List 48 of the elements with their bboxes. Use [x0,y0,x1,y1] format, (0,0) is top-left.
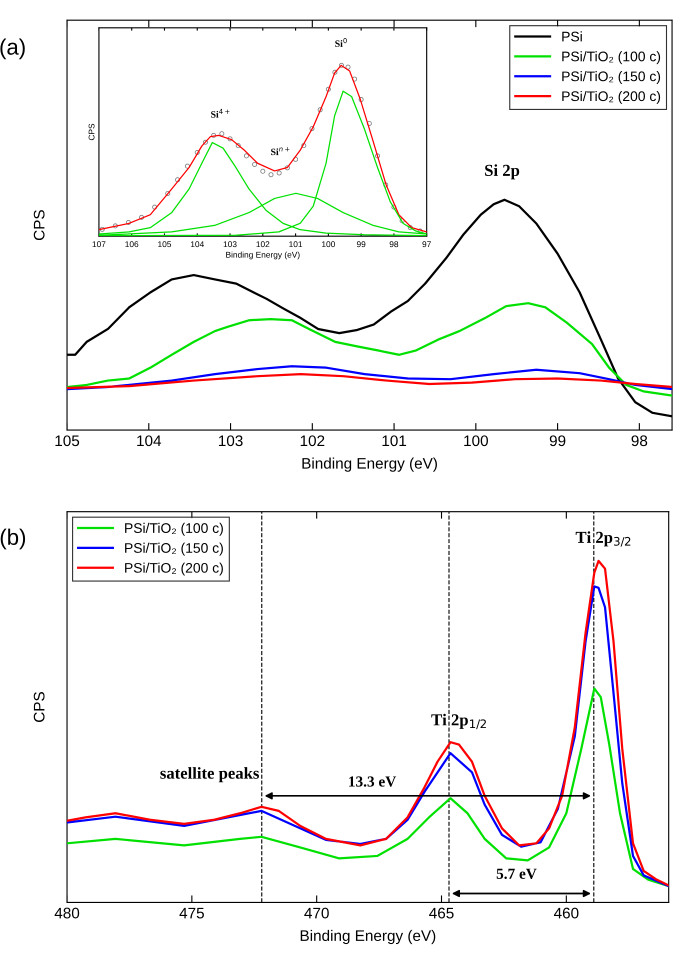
y-axis-title: CPS [88,124,95,140]
x-tick-label: 470 [304,908,329,918]
x-tick-label: 465 [429,908,454,918]
legend-label: PSi/TiO₂ (100 c) [562,51,660,64]
annotation: 13.3 eV [349,776,396,787]
x-tick-label: 99 [550,435,566,446]
x-tick-label: 99 [356,241,366,248]
y-axis-title: CPS [34,692,45,722]
x-tick-label: 105 [158,241,172,248]
x-tick-label: 98 [390,241,398,248]
x-tick-label: 460 [554,908,578,918]
legend-label: PSi/TiO₂ (150 c) [125,542,223,556]
legend-label: PSi/TiO₂ (200 c) [125,562,223,576]
x-tick-label: 103 [218,435,243,446]
y-axis-title: CPS [34,210,45,240]
x-tick-label: 103 [224,241,237,248]
x-tick-label: 104 [137,435,162,446]
text: Si$^{0}$ [335,38,347,47]
annotation: Ti 2p$_{1/2}$ [431,714,486,730]
x-axis-title: Binding Energy (eV) [302,458,437,472]
x-tick-label: 102 [256,241,270,248]
text: (a) [0,38,25,60]
legend-label: PSi [562,31,582,42]
legend-label: PSi/TiO₂ (150 c) [562,71,660,84]
x-tick-label: 101 [382,435,406,446]
x-tick-label: 480 [54,908,80,918]
legend-label: PSi/TiO₂ (100 c) [125,522,223,536]
x-tick-label: 100 [464,435,488,446]
text: Si 2p [485,164,520,180]
x-tick-label: 101 [289,241,302,248]
x-tick-label: 98 [632,435,648,446]
legend-label: PSi/TiO₂ (200 c) [562,90,660,104]
text: Ti 2p$_{3/2}$ [576,531,630,547]
x-tick-label: 107 [92,241,106,248]
annotation: 5.7 eV [496,868,537,879]
x-tick-label: 100 [322,241,335,248]
x-tick-label: 105 [55,435,80,446]
x-tick-label: 97 [422,241,431,248]
x-axis-title: Binding Energy (eV) [226,252,300,260]
text: (b) [0,528,26,550]
x-tick-label: 475 [179,908,204,918]
x-tick-label: 104 [190,241,204,248]
annotation: satellite peaks [160,767,259,782]
annotation: Si$^{4+}$ [211,108,230,118]
x-tick-label: 106 [125,241,138,248]
annotation: Si$^{n+}$ [271,147,290,156]
x-tick-label: 102 [300,435,324,446]
x-axis-title: Binding Energy (eV) [300,930,436,944]
